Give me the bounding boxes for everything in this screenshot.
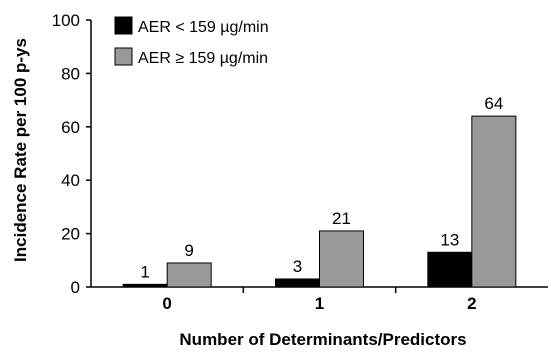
bar-series-1 (122, 283, 168, 288)
bar-series-1 (427, 251, 473, 288)
x-tick-label: 2 (467, 294, 476, 313)
legend-swatch-series-2 (114, 47, 133, 66)
bar-value-label: 9 (184, 241, 193, 260)
y-tick-label: 80 (61, 64, 80, 83)
legend-label-series-1: AER < 159 µg/min (138, 19, 269, 36)
bar-value-label: 3 (293, 257, 302, 276)
bar-value-label: 64 (484, 94, 503, 113)
y-ticks: 0 20 40 60 80 100 (52, 11, 91, 297)
y-tick-label: 40 (61, 171, 80, 190)
bar-series-2 (471, 115, 517, 288)
x-tick-label: 0 (162, 294, 171, 313)
x-axis-title: Number of Determinants/Predictors (179, 330, 466, 349)
bars (122, 115, 517, 288)
bar-series-1 (275, 278, 320, 288)
bar-value-label: 21 (332, 209, 351, 228)
y-tick-label: 60 (61, 118, 80, 137)
legend-label-series-2: AER ≥ 159 µg/min (138, 50, 268, 67)
y-tick-label: 100 (52, 11, 80, 30)
bar-series-2 (319, 230, 364, 288)
bar-series-2 (166, 262, 212, 288)
bar-value-label: 1 (140, 262, 149, 281)
legend-swatch-series-1 (114, 16, 133, 35)
y-axis-title: Incidence Rate per 100 p-ys (11, 38, 30, 262)
x-ticks: 0 1 2 (162, 287, 477, 313)
legend: AER < 159 µg/min AER ≥ 159 µg/min (114, 16, 269, 67)
bar-value-label: 13 (440, 230, 459, 249)
y-tick-label: 0 (71, 278, 80, 297)
y-tick-label: 20 (61, 225, 80, 244)
x-tick-label: 1 (315, 294, 324, 313)
